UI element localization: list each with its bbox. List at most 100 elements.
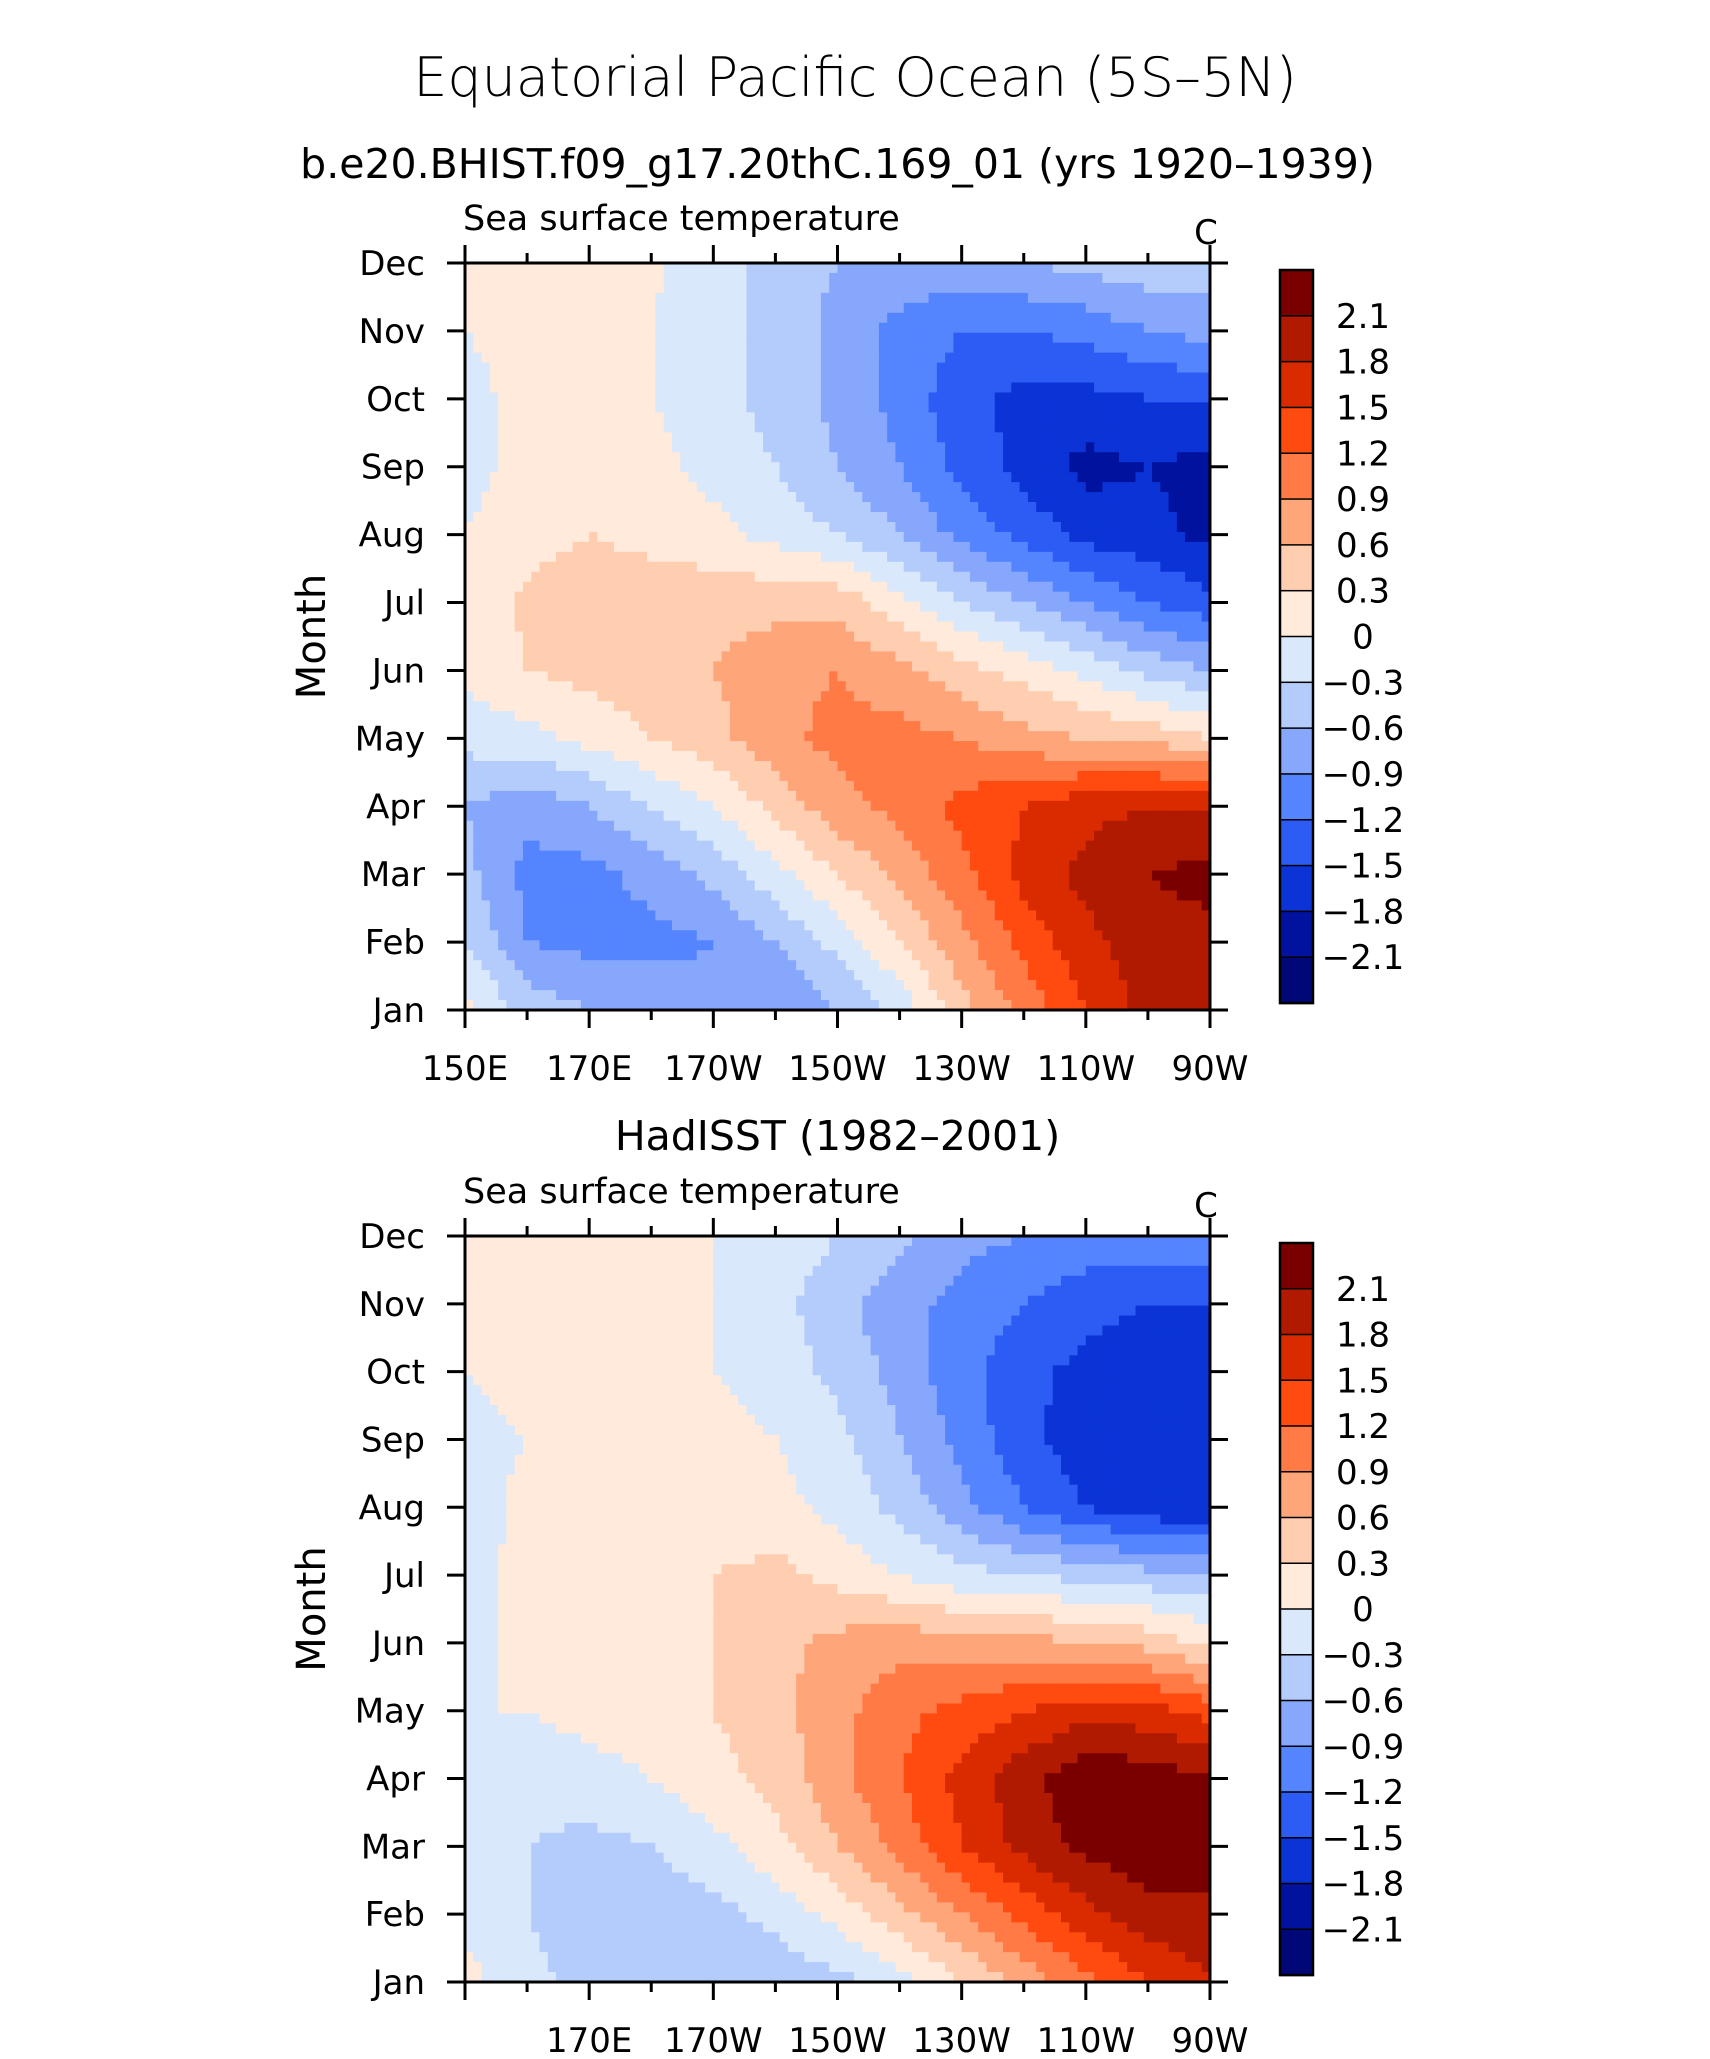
heat-cell: [1085, 452, 1095, 463]
heat-cell: [969, 561, 979, 573]
heat-cell: [498, 482, 507, 493]
heat-cell: [912, 800, 921, 812]
heat-cell: [489, 392, 499, 404]
heat-cell: [481, 392, 491, 404]
heat-cell: [1110, 691, 1120, 702]
heat-cell: [945, 561, 954, 573]
heat-cell: [1061, 462, 1070, 473]
heat-cell: [465, 521, 474, 533]
heat-cell: [630, 701, 640, 712]
heat-cell: [787, 272, 797, 284]
heat-cell: [796, 482, 805, 493]
heat-cell: [580, 541, 590, 553]
heat-cell: [820, 651, 830, 662]
heat-cell: [597, 591, 607, 603]
heat-cell: [1168, 531, 1178, 543]
heat-cell: [895, 561, 905, 573]
heat-cell: [622, 800, 632, 812]
heat-cell: [1003, 770, 1012, 782]
heat-cell: [1127, 322, 1137, 334]
heat-cell: [1176, 322, 1186, 334]
heat-cell: [614, 452, 623, 463]
heat-cell: [564, 282, 574, 294]
heat-cell: [481, 631, 491, 643]
heat-cell: [498, 601, 507, 613]
heat-cell: [771, 402, 781, 413]
heat-cell: [614, 462, 623, 473]
heat-cell: [1193, 442, 1203, 453]
heat-cell: [647, 641, 656, 653]
heat-cell: [779, 392, 789, 404]
heat-cell: [531, 731, 541, 742]
heat-cell: [878, 272, 888, 284]
heat-cell: [1061, 621, 1070, 633]
heat-cell: [630, 631, 640, 643]
heat-cell: [622, 263, 632, 274]
heat-cell: [498, 432, 507, 443]
heat-cell: [506, 651, 516, 662]
heat-cell: [787, 681, 797, 692]
heat-cell: [754, 780, 764, 792]
heat-cell: [713, 442, 723, 453]
heat-cell: [663, 780, 673, 792]
heat-cell: [481, 601, 491, 613]
heat-cell: [1193, 761, 1203, 772]
heat-cell: [837, 770, 847, 782]
heat-cell: [961, 482, 971, 493]
heat-cell: [1019, 631, 1029, 643]
heat-cell: [903, 721, 913, 732]
heat-cell: [1052, 442, 1062, 453]
heat-cell: [688, 282, 698, 294]
heat-cell: [514, 561, 524, 573]
heat-cell: [1102, 721, 1112, 732]
heat-cell: [547, 322, 557, 334]
heat-cell: [564, 541, 574, 553]
heat-cell: [564, 263, 574, 274]
heat-cell: [481, 641, 491, 653]
heat-cell: [829, 631, 839, 643]
heat-cell: [647, 631, 656, 643]
heat-cell: [878, 302, 888, 314]
heat-cell: [531, 502, 541, 513]
heat-cell: [1135, 800, 1145, 812]
heat-cell: [1085, 322, 1095, 334]
heat-cell: [622, 541, 632, 553]
heat-cell: [647, 312, 656, 324]
heat-cell: [1143, 770, 1153, 782]
heat-cell: [1077, 701, 1087, 712]
heat-cell: [845, 322, 855, 334]
heat-cell: [787, 352, 797, 364]
heat-cell: [1069, 342, 1079, 354]
heat-cell: [638, 462, 648, 473]
heat-cell: [787, 422, 797, 433]
heat-cell: [589, 402, 599, 413]
heat-cell: [564, 531, 574, 543]
heat-cell: [986, 721, 996, 732]
heat-cell: [589, 711, 599, 722]
heat-cell: [481, 770, 491, 782]
heat-cell: [498, 621, 507, 633]
heat-cell: [895, 342, 905, 354]
heat-cell: [605, 402, 615, 413]
heat-cell: [812, 671, 822, 682]
heat-cell: [506, 292, 516, 304]
heat-cell: [514, 322, 524, 334]
heat-cell: [878, 402, 888, 413]
heat-cell: [986, 362, 996, 374]
heat-cell: [845, 741, 855, 752]
heat-cell: [580, 711, 590, 722]
heat-cell: [862, 292, 872, 304]
heat-cell: [1135, 422, 1145, 433]
heat-cell: [729, 382, 739, 394]
heat-cell: [870, 790, 880, 802]
heat-cell: [1118, 402, 1128, 413]
heat-cell: [605, 810, 615, 822]
heat-cell: [506, 601, 516, 613]
heat-cell: [787, 342, 797, 354]
heat-cell: [763, 601, 772, 613]
heat-cell: [746, 263, 756, 274]
heat-cell: [1193, 412, 1203, 423]
heat-cell: [953, 581, 963, 593]
heat-cell: [887, 621, 897, 633]
heat-cell: [630, 770, 640, 782]
